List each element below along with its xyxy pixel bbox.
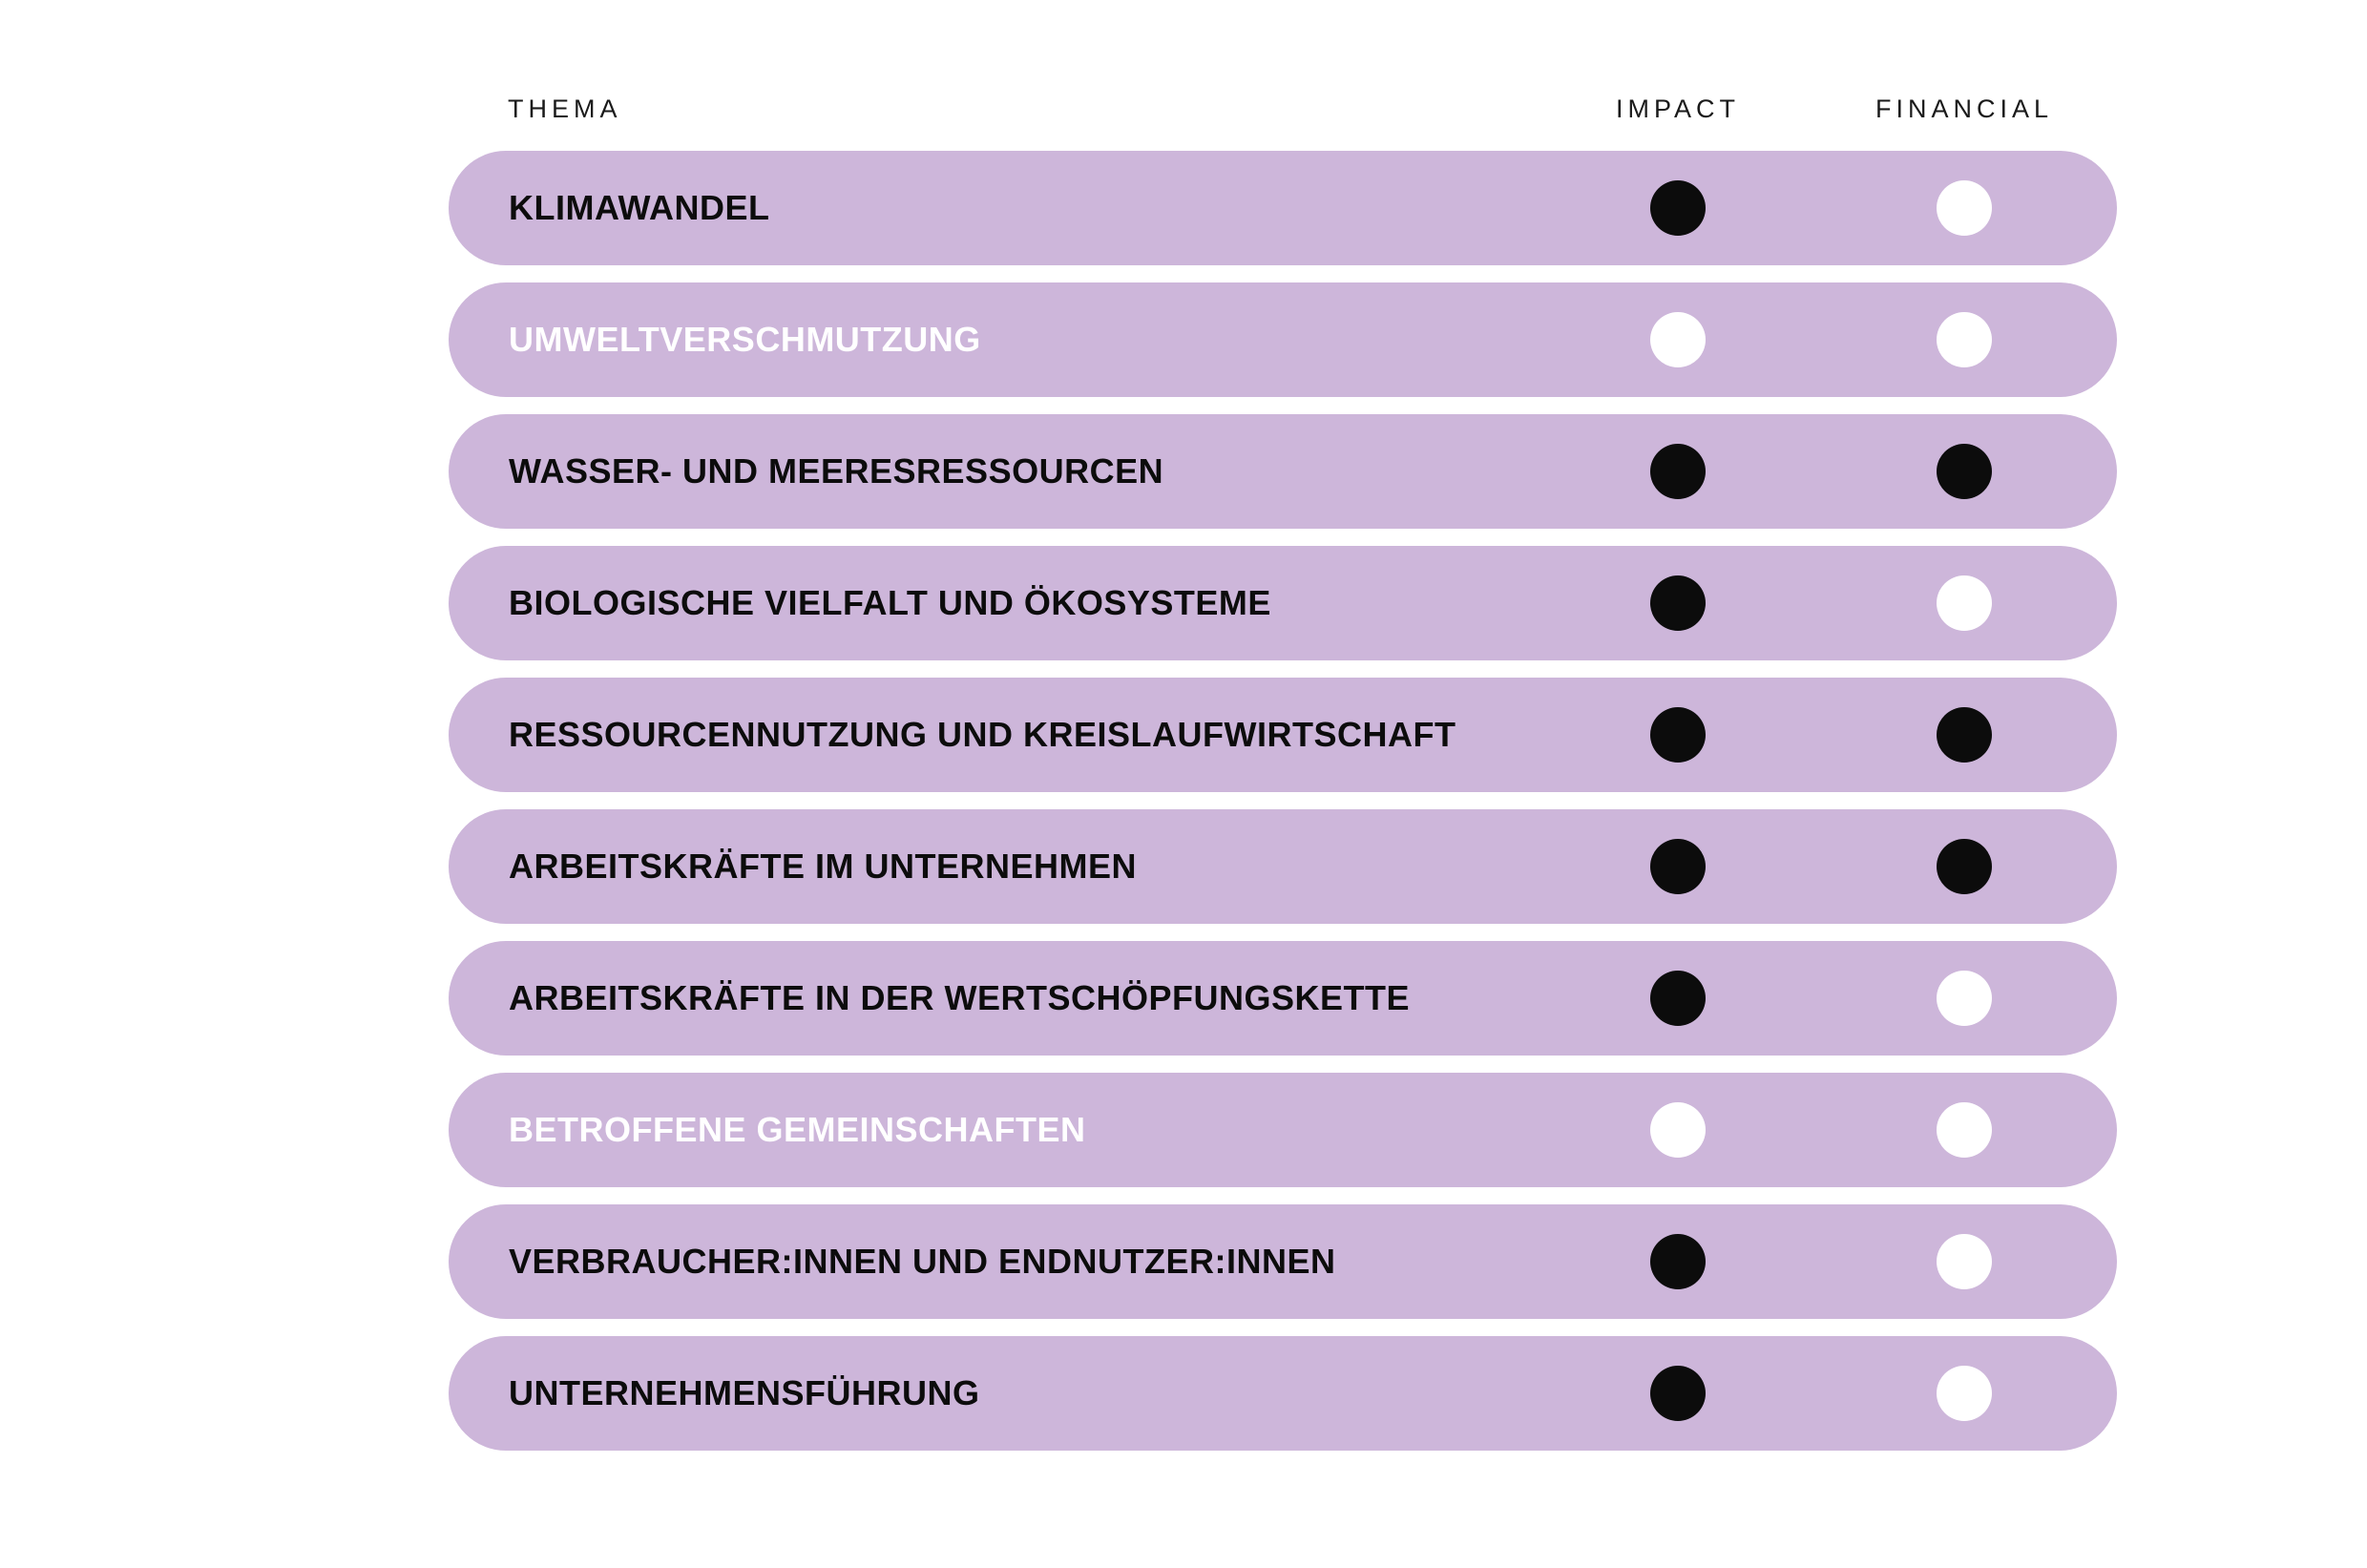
row-label: BIOLOGISCHE VIELFALT UND ÖKOSYSTEME (509, 583, 1271, 622)
financial-dot (1937, 971, 1992, 1026)
table-row: VERBRAUCHER:INNEN UND ENDNUTZER:INNEN (449, 1204, 2117, 1319)
table-row: BIOLOGISCHE VIELFALT UND ÖKOSYSTEME (449, 546, 2117, 660)
financial-dot (1937, 707, 1992, 763)
table-row: KLIMAWANDEL (449, 151, 2117, 265)
financial-dot (1937, 312, 1992, 367)
impact-dot (1650, 971, 1706, 1026)
financial-dot (1937, 444, 1992, 499)
row-label: KLIMAWANDEL (509, 188, 770, 227)
impact-dot (1650, 312, 1706, 367)
table-row: BETROFFENE GEMEINSCHAFTEN (449, 1073, 2117, 1187)
table-row: UMWELTVERSCHMUTZUNG (449, 282, 2117, 397)
row-label: UNTERNEHMENSFÜHRUNG (509, 1373, 980, 1412)
financial-dot (1937, 180, 1992, 236)
table-row: ARBEITSKRÄFTE IM UNTERNEHMEN (449, 809, 2117, 924)
impact-dot (1650, 839, 1706, 894)
impact-dot (1650, 1102, 1706, 1158)
impact-dot (1650, 1234, 1706, 1289)
impact-dot (1650, 707, 1706, 763)
financial-dot (1937, 1102, 1992, 1158)
row-label: UMWELTVERSCHMUTZUNG (509, 320, 981, 359)
financial-dot (1937, 1234, 1992, 1289)
impact-dot (1650, 180, 1706, 236)
financial-dot (1937, 839, 1992, 894)
row-label: VERBRAUCHER:INNEN UND ENDNUTZER:INNEN (509, 1242, 1336, 1281)
impact-dot (1650, 444, 1706, 499)
column-header-thema: THEMA (508, 94, 622, 123)
column-header-financial: FINANCIAL (1875, 94, 2054, 123)
financial-dot (1937, 575, 1992, 631)
row-label: RESSOURCENNUTZUNG UND KREISLAUFWIRTSCHAF… (509, 715, 1456, 754)
table-row: RESSOURCENNUTZUNG UND KREISLAUFWIRTSCHAF… (449, 678, 2117, 792)
financial-dot (1937, 1366, 1992, 1421)
impact-dot (1650, 1366, 1706, 1421)
table-row: UNTERNEHMENSFÜHRUNG (449, 1336, 2117, 1451)
row-label: BETROFFENE GEMEINSCHAFTEN (509, 1110, 1086, 1149)
row-label: WASSER- UND MEERESRESSOURCEN (509, 451, 1164, 491)
column-header-impact: IMPACT (1616, 94, 1740, 123)
row-label: ARBEITSKRÄFTE IM UNTERNEHMEN (509, 847, 1137, 886)
impact-dot (1650, 575, 1706, 631)
table-row: WASSER- UND MEERESRESSOURCEN (449, 414, 2117, 529)
table-row: ARBEITSKRÄFTE IN DER WERTSCHÖPFUNGSKETTE (449, 941, 2117, 1056)
rows-container: KLIMAWANDEL UMWELTVERSCHMUTZUNG WASSER- … (449, 151, 2117, 1451)
row-label: ARBEITSKRÄFTE IN DER WERTSCHÖPFUNGSKETTE (509, 978, 1411, 1017)
